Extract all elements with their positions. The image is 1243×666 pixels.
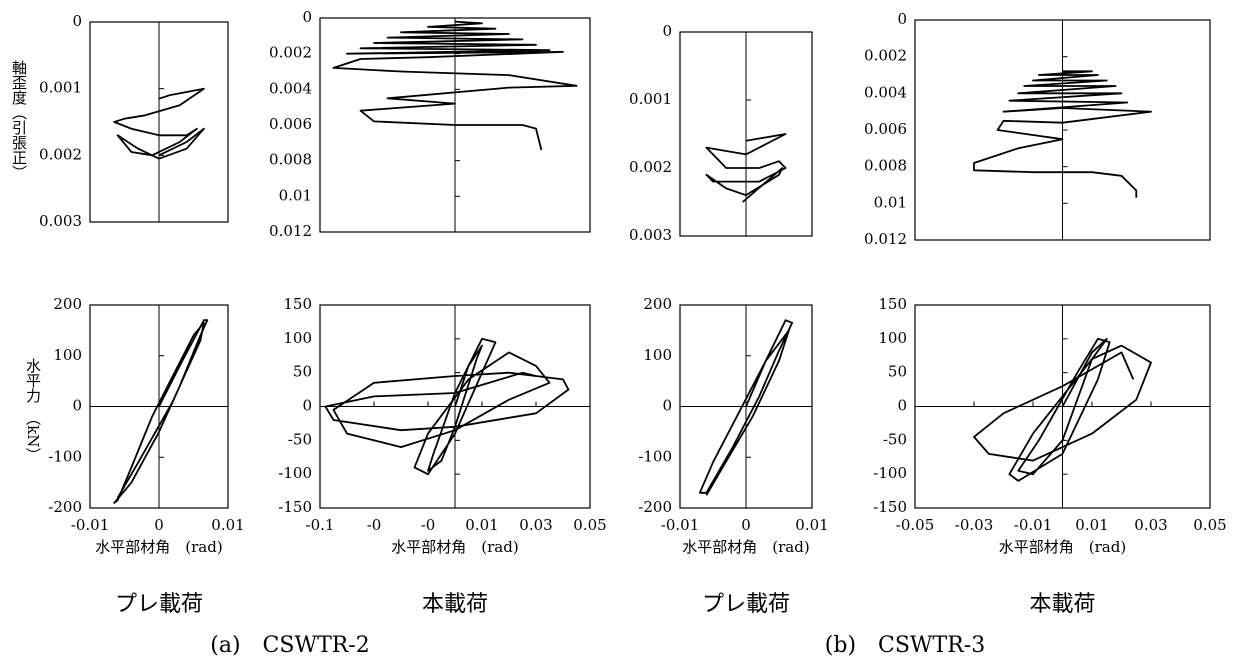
x-tick-label: -0 [421,516,436,534]
hysteresis-line [973,337,1152,482]
y-tick-label: 0.002 [629,158,672,176]
y-tick-label: 0.008 [864,157,907,175]
y-tick-label: 0 [302,8,312,26]
y-tick-label: -100 [278,464,312,482]
chart-title: 本載荷 [422,592,488,617]
y-tick-label: 0 [897,10,907,28]
x-tick-label: -0.03 [955,516,993,534]
x-tick-label: -0.1 [306,516,335,534]
x-axis-label: 水平部材角 (rad) [682,538,809,556]
hysteresis-line [324,337,570,476]
x-tick-label: 0.03 [1134,516,1167,534]
y-tick-label: -100 [638,447,672,465]
y-tick-label: -100 [873,464,907,482]
y-tick-label: 0.01 [874,193,907,211]
y-tick-label: 200 [53,295,82,313]
x-tick-label: 0.01 [211,516,244,534]
hysteresis-line [332,20,578,151]
y-axis-label: 水平力 （kN） [24,358,42,463]
x-tick-label: 0.05 [573,516,606,534]
y-tick-label: 0.002 [269,44,312,62]
y-tick-label: -50 [288,430,312,448]
x-tick-label: -0 [367,516,382,534]
y-tick-label: -50 [883,430,907,448]
y-tick-label: 0.01 [279,186,312,204]
x-tick-label: -0.05 [896,516,934,534]
y-tick-label: -150 [278,498,312,516]
y-tick-label: 0 [662,22,672,40]
x-tick-label: 0 [154,516,164,534]
y-axis-label: 軸歪度（引張正） [10,60,28,180]
x-axis-label: 水平部材角 (rad) [95,538,222,556]
y-tick-label: 0.001 [629,90,672,108]
y-tick-label: -100 [48,447,82,465]
y-tick-label: 0.006 [269,115,312,133]
hysteresis-line [113,319,209,504]
y-tick-label: 100 [283,329,312,347]
y-tick-label: 0.004 [864,83,907,101]
y-tick-label: 0 [897,397,907,415]
x-tick-label: 0.01 [1075,516,1108,534]
y-tick-label: 50 [293,363,312,381]
y-tick-label: 0.002 [864,47,907,65]
x-tick-label: 0.05 [1193,516,1226,534]
y-tick-label: 0.001 [39,79,82,97]
chart-title: 本載荷 [1029,592,1095,617]
y-tick-label: 0.006 [864,120,907,138]
x-tick-label: 0 [741,516,751,534]
caption: (a) CSWTR-2 [210,633,369,658]
y-tick-label: 0.008 [269,151,312,169]
y-tick-label: 200 [643,295,672,313]
y-tick-label: 0 [72,397,82,415]
y-tick-label: -150 [873,498,907,516]
x-tick-label: -0.01 [661,516,699,534]
y-tick-label: 150 [283,295,312,313]
y-tick-label: 0.003 [629,226,672,244]
x-tick-label: -0.01 [1014,516,1052,534]
chart-title: プレ載荷 [702,592,790,617]
y-tick-label: 0.003 [39,212,82,230]
x-tick-label: 0.03 [519,516,552,534]
y-tick-label: 100 [53,346,82,364]
hysteresis-line [705,133,787,203]
caption: (b) CSWTR-3 [825,633,985,658]
hysteresis-line [698,319,794,496]
y-tick-label: -200 [638,498,672,516]
x-tick-label: 0.01 [795,516,828,534]
y-tick-label: 0.012 [269,222,312,240]
y-tick-label: -200 [48,498,82,516]
y-tick-label: 0.004 [269,79,312,97]
y-tick-label: 0.002 [39,145,82,163]
chart-title: プレ載荷 [115,592,203,617]
y-tick-label: 150 [878,295,907,313]
hysteresis-line [113,87,205,160]
y-tick-label: 0 [662,397,672,415]
x-tick-label: -0.01 [71,516,109,534]
x-axis-label: 水平部材角 (rad) [391,538,518,556]
y-tick-label: 0 [72,12,82,30]
y-tick-label: 100 [878,329,907,347]
y-tick-label: 100 [643,346,672,364]
x-axis-label: 水平部材角 (rad) [999,538,1126,556]
hysteresis-line [973,70,1152,198]
y-tick-label: 50 [888,363,907,381]
y-tick-label: 0 [302,397,312,415]
x-tick-label: 0.01 [465,516,498,534]
y-tick-label: 0.012 [864,230,907,248]
